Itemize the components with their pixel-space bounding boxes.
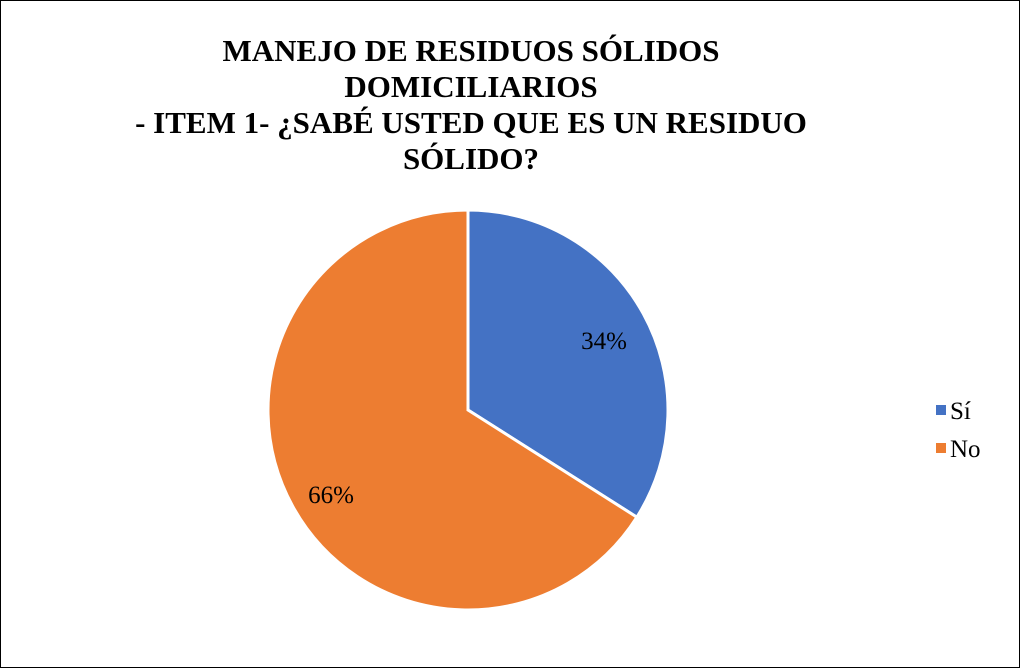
legend-label-sí: Sí	[950, 398, 971, 425]
chart-title-line-2: - ITEM 1- ¿SABÉ USTED QUE ES UN RESIDUO	[135, 105, 807, 140]
chart-title-line-3: SÓLIDO?	[402, 141, 540, 176]
legend-swatch-no	[936, 443, 946, 453]
pie-slice-no	[266, 208, 639, 612]
chart-title-line-1: MANEJO DE RESIDUOS SÓLIDOS DOMICILIARIOS	[222, 33, 720, 104]
pie-labels: 34% 66%	[308, 328, 627, 509]
pie-slices	[266, 208, 670, 612]
legend: Sí No	[936, 398, 981, 463]
data-label-no: 66%	[308, 482, 354, 509]
chart-title: MANEJO DE RESIDUOS SÓLIDOS DOMICILIARIOS…	[121, 33, 821, 177]
legend-swatch-sí	[936, 405, 946, 415]
legend-label-no: No	[950, 436, 981, 463]
data-label-sí: 34%	[581, 328, 627, 355]
